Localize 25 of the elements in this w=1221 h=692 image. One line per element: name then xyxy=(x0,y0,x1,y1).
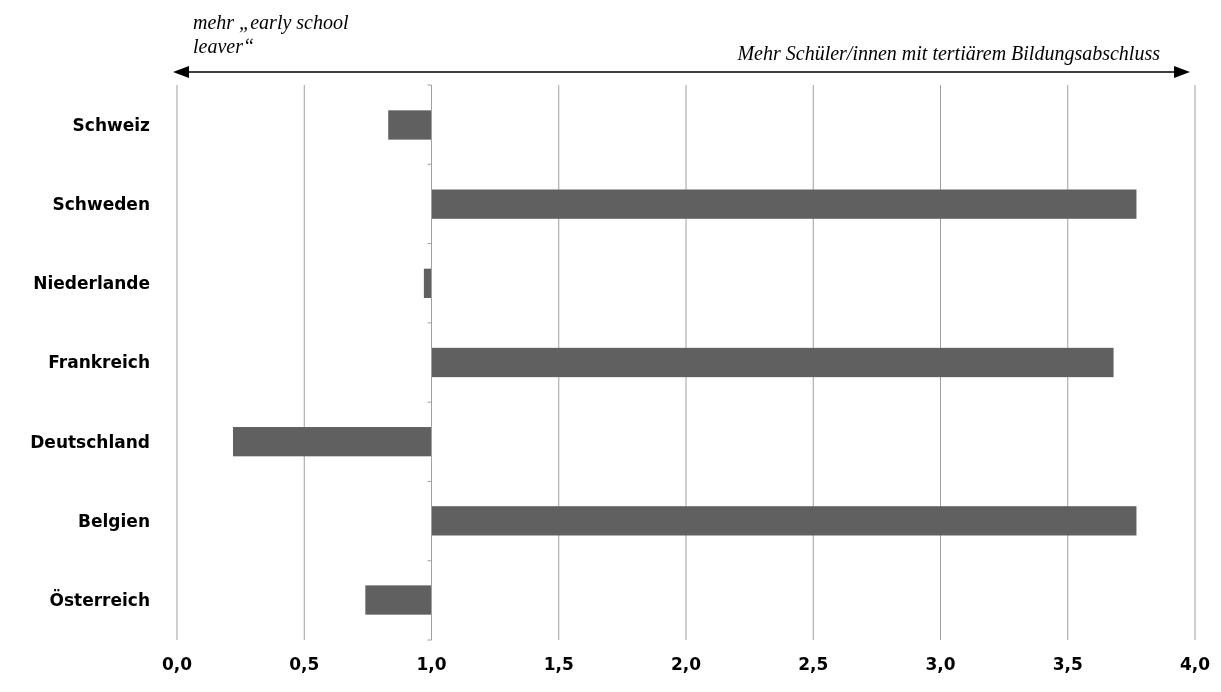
y-tick-label: Deutschland xyxy=(30,431,150,452)
y-tick-label: Niederlande xyxy=(33,273,150,294)
x-tick-label: 3,0 xyxy=(925,654,956,674)
y-tick-label: Schweiz xyxy=(72,114,151,135)
y-tick-label: Schweden xyxy=(52,194,150,215)
x-tick-label: 1,0 xyxy=(416,654,447,674)
bar xyxy=(431,189,1137,219)
bar xyxy=(388,110,432,140)
text: Mehr Schüler/innen mit tertiärem Bildungsabschluss xyxy=(736,42,1161,65)
x-tick-label: 0,0 xyxy=(161,654,193,674)
x-tick-label: 3,5 xyxy=(1052,654,1083,674)
bar xyxy=(365,585,432,615)
x-tick-label: 4,0 xyxy=(1179,654,1211,674)
x-tick-label: 2,5 xyxy=(798,654,829,674)
x-tick-label: 2,0 xyxy=(670,654,702,674)
y-tick-label: Belgien xyxy=(78,510,150,531)
y-tick-label: Österreich xyxy=(49,588,150,610)
x-tick-label: 0,5 xyxy=(289,654,320,674)
bar xyxy=(431,347,1114,378)
x-tick-label: 1,5 xyxy=(543,654,574,674)
y-tick-label: Frankreich xyxy=(48,352,150,373)
text: mehr „early school leaver“ xyxy=(193,10,350,58)
bar xyxy=(431,506,1137,536)
bar xyxy=(423,268,432,298)
bar xyxy=(232,427,432,457)
